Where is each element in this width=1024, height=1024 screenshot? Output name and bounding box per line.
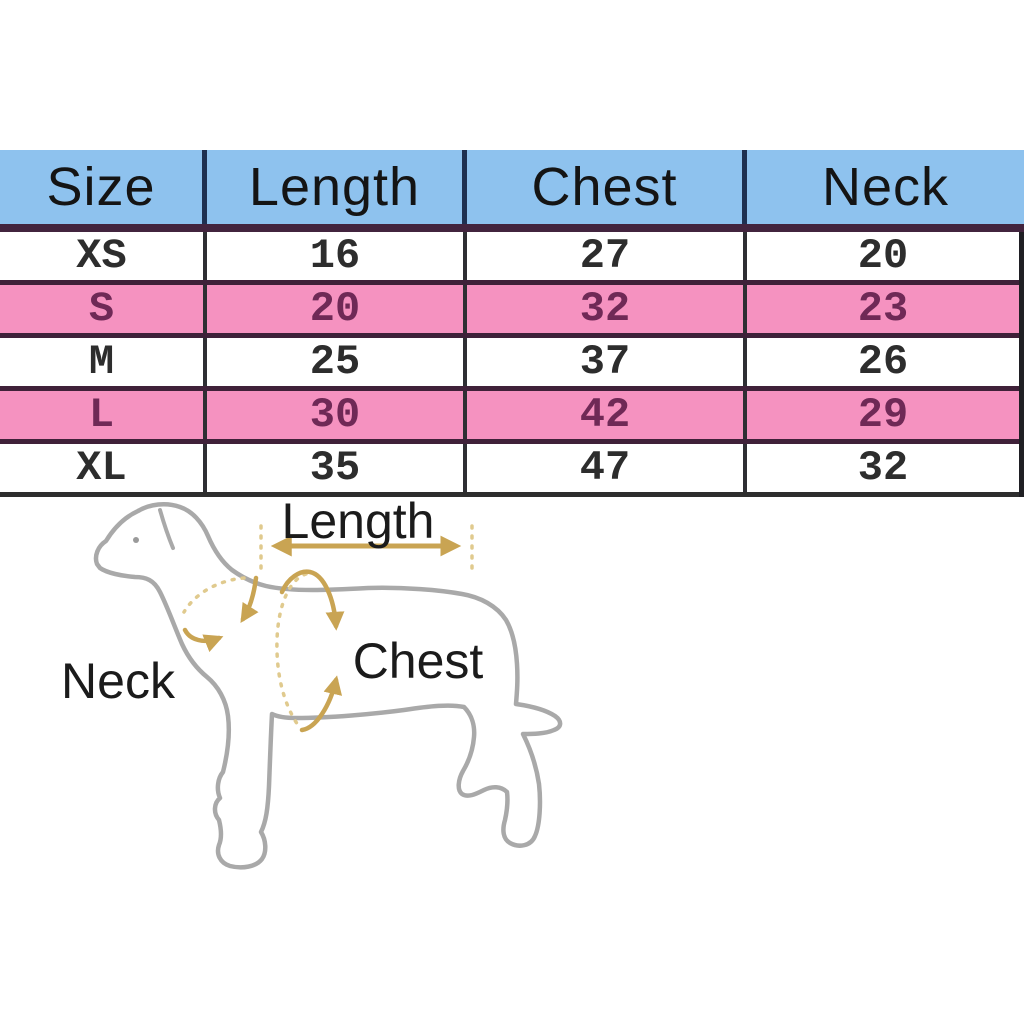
size-table: Size Length Chest Neck XS 16 27 20 S 20 … (0, 150, 1024, 497)
column-header-length: Length (207, 150, 467, 224)
size-table-header-row: Size Length Chest Neck (0, 150, 1024, 232)
cell-chest: 47 (467, 444, 747, 492)
cell-neck: 29 (747, 391, 1019, 439)
cell-length: 16 (207, 232, 467, 280)
cell-neck: 20 (747, 232, 1019, 280)
cell-length: 30 (207, 391, 467, 439)
cell-size: S (0, 285, 207, 333)
cell-length: 25 (207, 338, 467, 386)
size-table-body: XS 16 27 20 S 20 32 23 M 25 37 26 L 30 4… (0, 232, 1024, 497)
column-header-chest: Chest (467, 150, 747, 224)
chest-arrow-up (299, 675, 343, 733)
cell-length: 20 (207, 285, 467, 333)
cell-neck: 32 (747, 444, 1019, 492)
table-row-xs: XS 16 27 20 (0, 232, 1019, 285)
cell-size: XL (0, 444, 207, 492)
dog-eye (133, 537, 139, 543)
dog-ear-line (158, 508, 175, 550)
chest-label: Chest (353, 633, 484, 689)
length-label: Length (282, 493, 435, 549)
chest-arrow-down (279, 569, 345, 631)
cell-length: 35 (207, 444, 467, 492)
neck-arrow-right (182, 627, 224, 653)
cell-size: L (0, 391, 207, 439)
neck-label: Neck (61, 653, 176, 709)
cell-size: XS (0, 232, 207, 280)
neck-arrow-down (240, 575, 259, 623)
cell-chest: 42 (467, 391, 747, 439)
table-row-l: L 30 42 29 (0, 391, 1019, 444)
cell-chest: 32 (467, 285, 747, 333)
cell-size: M (0, 338, 207, 386)
table-row-m: M 25 37 26 (0, 338, 1019, 391)
cell-neck: 26 (747, 338, 1019, 386)
column-header-size: Size (0, 150, 207, 224)
cell-chest: 27 (467, 232, 747, 280)
dog-measurement-diagram: Length Neck Chest (61, 493, 563, 870)
table-row-s: S 20 32 23 (0, 285, 1019, 338)
cell-neck: 23 (747, 285, 1019, 333)
column-header-neck: Neck (821, 157, 950, 217)
chest-ellipse-dashed (275, 572, 308, 730)
table-row-xl: XL 35 47 32 (0, 444, 1019, 497)
cell-chest: 37 (467, 338, 747, 386)
